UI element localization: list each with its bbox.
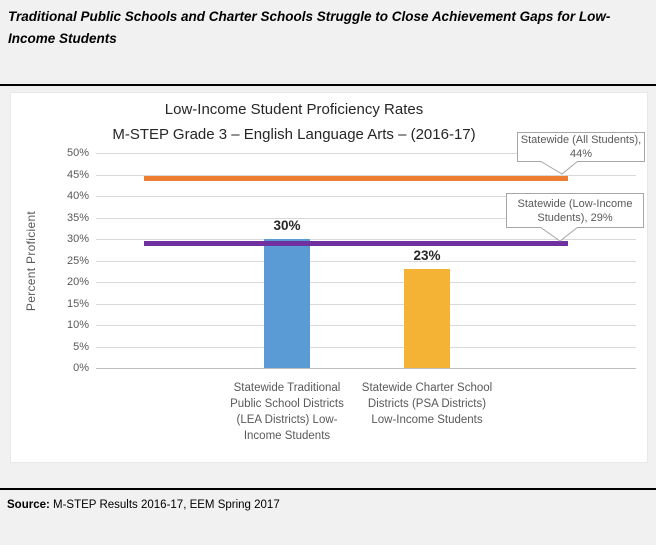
source-text: M-STEP Results 2016-17, EEM Spring 2017	[49, 499, 280, 511]
bottom-divider	[0, 488, 656, 490]
y-tick-label: 40%	[66, 190, 89, 202]
callout-pointer-all-students	[539, 161, 579, 175]
gridline	[96, 260, 636, 262]
source-line: Source: M-STEP Results 2016-17, EEM Spri…	[7, 499, 647, 511]
y-tick-label: 35%	[66, 211, 89, 224]
y-tick-label: 20%	[66, 276, 89, 288]
callout-statewide-all-students: Statewide (All Students), 44%	[517, 132, 645, 162]
y-tick-label: 25%	[66, 254, 89, 267]
y-tick-label: 5%	[73, 340, 89, 353]
category-label-traditional-public: Statewide Traditional Public School Dist…	[230, 382, 344, 442]
y-tick-label: 10%	[66, 319, 89, 331]
chart-title: Low-Income Student Proficiency Rates M-S…	[11, 97, 577, 147]
data-label-charter: 23%	[413, 248, 441, 264]
data-label-traditional-public: 30%	[273, 218, 301, 233]
gridline	[96, 325, 636, 326]
gridline	[96, 282, 636, 283]
gridline	[96, 303, 636, 305]
bar-traditional-public-schools	[264, 239, 310, 368]
chart-title-line1: Low-Income Student Proficiency Rates	[164, 101, 424, 118]
reference-line-statewide-all-students	[144, 176, 568, 182]
reference-line-statewide-low-income	[144, 240, 568, 246]
gridline	[96, 239, 636, 240]
y-tick-label: 50%	[66, 147, 89, 159]
gridline	[96, 153, 636, 154]
category-label-charter: Statewide Charter School Districts (PSA …	[361, 382, 493, 426]
gridline	[96, 368, 636, 369]
gridline	[96, 196, 636, 197]
chart-title-line2: M-STEP Grade 3 – English Language Arts –…	[112, 126, 476, 143]
callout-pointer-low-income	[539, 227, 579, 242]
gridline	[96, 346, 636, 348]
y-tick-label: 15%	[66, 297, 89, 310]
y-tick-label: 30%	[66, 233, 89, 245]
y-tick-label: 0%	[73, 362, 89, 374]
chart-panel: Low-Income Student Proficiency Rates M-S…	[10, 92, 648, 463]
report-title: Traditional Public Schools and Charter S…	[8, 9, 611, 46]
callout-statewide-low-income: Statewide (Low-Income Students), 29%	[506, 193, 644, 228]
top-divider	[0, 84, 656, 86]
bar-charter-schools	[404, 269, 450, 368]
y-tick-label: 45%	[66, 168, 89, 181]
source-label: Source:	[7, 499, 50, 511]
gridline	[96, 217, 636, 219]
gridline	[96, 174, 636, 176]
